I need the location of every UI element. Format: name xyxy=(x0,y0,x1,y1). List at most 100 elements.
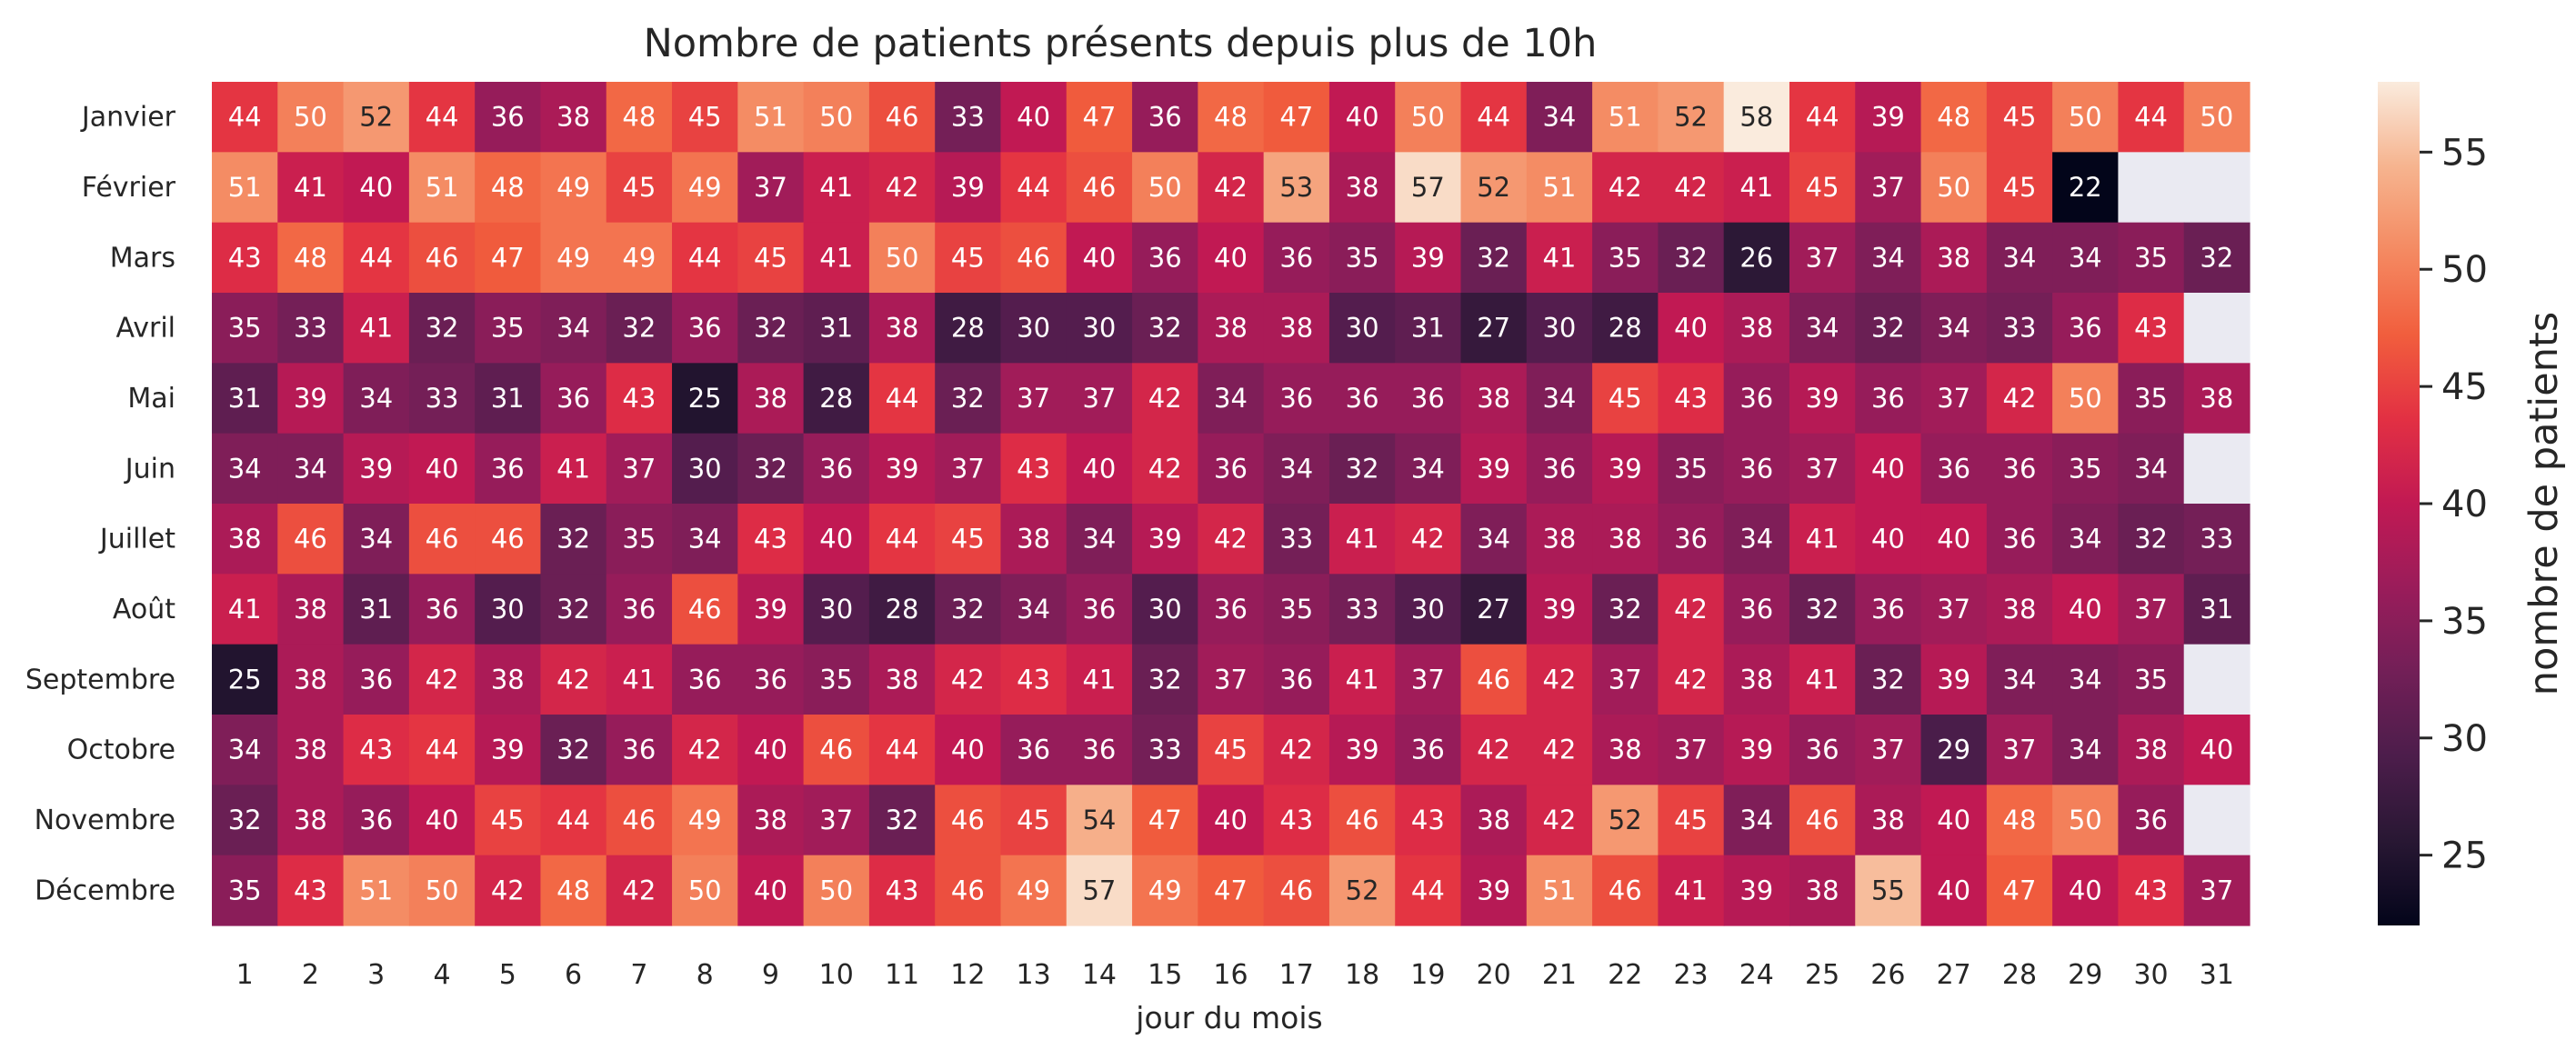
cell-value-label: 42 xyxy=(1214,172,1248,203)
day-label: 12 xyxy=(950,959,985,991)
cell-value-label: 32 xyxy=(1806,594,1839,625)
heatmap-cell xyxy=(868,855,936,926)
cell-value-label: 38 xyxy=(1477,805,1510,835)
cell-value-label: 32 xyxy=(1871,664,1905,695)
heatmap-cell xyxy=(1328,785,1396,856)
cell-value-label: 42 xyxy=(1542,664,1576,695)
cell-value-label: 49 xyxy=(556,172,590,203)
heatmap-cell xyxy=(540,152,607,224)
heatmap-cell xyxy=(1000,574,1067,645)
cell-value-label: 36 xyxy=(1279,242,1313,273)
heatmap-cell xyxy=(1855,82,1922,153)
heatmap-cell xyxy=(1395,715,1462,785)
heatmap-cell xyxy=(737,644,805,715)
heatmap-cell xyxy=(672,293,738,364)
cell-value-label: 42 xyxy=(1674,594,1708,625)
cell-value-label: 40 xyxy=(1214,805,1248,835)
heatmap-cell xyxy=(212,574,278,645)
heatmap-cell xyxy=(803,574,870,645)
month-label: Mai xyxy=(127,383,175,415)
heatmap-cell xyxy=(1723,363,1790,435)
cell-value-label: 36 xyxy=(1279,664,1313,695)
day-label: 6 xyxy=(565,959,582,991)
heatmap-cell xyxy=(1066,293,1133,364)
cell-value-label: 34 xyxy=(1739,524,1773,555)
cell-value-label: 51 xyxy=(1609,102,1642,133)
heatmap-cell xyxy=(1920,644,1988,715)
heatmap-cell xyxy=(1658,82,1725,153)
heatmap-cell xyxy=(1000,644,1067,715)
heatmap-cell xyxy=(672,644,738,715)
cell-value-label: 37 xyxy=(2003,735,2037,765)
cell-value-label: 34 xyxy=(359,383,393,414)
heatmap-cell xyxy=(1592,82,1659,153)
heatmap-cell xyxy=(408,504,476,575)
heatmap-cell xyxy=(1263,785,1330,856)
cell-value-label: 36 xyxy=(754,664,787,695)
cell-value-label: 38 xyxy=(886,664,919,695)
cell-value-label: 37 xyxy=(1806,453,1839,484)
cell-value-label: 46 xyxy=(951,805,985,835)
heatmap-cell xyxy=(1198,785,1265,856)
heatmap-cell xyxy=(1855,855,1922,926)
heatmap-cell xyxy=(2052,82,2120,153)
cell-value-label: 39 xyxy=(1411,242,1445,273)
cell-value-label: 32 xyxy=(2134,524,2168,555)
cell-value-label: 41 xyxy=(294,172,327,203)
cell-value-label: 51 xyxy=(754,102,787,133)
heatmap-cell xyxy=(1592,433,1659,505)
cell-value-label: 32 xyxy=(426,313,459,344)
heatmap-cell xyxy=(1000,363,1067,435)
cell-value-label: 39 xyxy=(1477,875,1510,905)
cell-value-label: 32 xyxy=(1148,313,1182,344)
cell-value-label: 40 xyxy=(1871,524,1905,555)
cell-value-label: 57 xyxy=(1411,172,1445,203)
cell-value-label: 38 xyxy=(1806,875,1839,905)
cell-value-label: 39 xyxy=(754,594,787,625)
heatmap-cell xyxy=(1920,785,1988,856)
heatmap-cell xyxy=(606,574,673,645)
cell-value-label: 46 xyxy=(622,805,656,835)
heatmap-cell xyxy=(868,715,936,785)
cell-value-label: 36 xyxy=(491,453,525,484)
heatmap-cell xyxy=(1198,82,1265,153)
heatmap-cell xyxy=(1395,574,1462,645)
cell-value-label: 35 xyxy=(228,313,262,344)
heatmap-cell xyxy=(1395,504,1462,575)
heatmap-cell xyxy=(2118,855,2185,926)
cell-value-label: 43 xyxy=(1674,383,1708,414)
heatmap-cell xyxy=(1066,855,1133,926)
cell-value-label: 37 xyxy=(622,453,656,484)
cell-value-label: 48 xyxy=(622,102,656,133)
heatmap-cell xyxy=(1658,433,1725,505)
cell-value-label: 30 xyxy=(688,453,722,484)
cell-value-label: 34 xyxy=(1214,383,1248,414)
cell-value-label: 36 xyxy=(1739,594,1773,625)
cell-value-label: 45 xyxy=(951,524,985,555)
heatmap-cell xyxy=(1789,785,1856,856)
heatmap-cell xyxy=(1723,785,1790,856)
heatmap-cell xyxy=(540,715,607,785)
month-label: Mars xyxy=(110,242,175,274)
month-label: Avril xyxy=(115,313,175,345)
cell-value-label: 33 xyxy=(294,313,327,344)
cell-value-label: 40 xyxy=(819,524,853,555)
cell-value-label: 32 xyxy=(754,313,787,344)
cell-value-label: 34 xyxy=(1411,453,1445,484)
heatmap-cell xyxy=(1263,293,1330,364)
heatmap-cell xyxy=(1263,152,1330,224)
heatmap-cell xyxy=(540,363,607,435)
heatmap-cell xyxy=(540,574,607,645)
heatmap-cell xyxy=(212,222,278,294)
cell-value-label: 51 xyxy=(1542,875,1576,905)
month-label: Août xyxy=(113,594,175,625)
heatmap-cell xyxy=(2052,433,2120,505)
heatmap-cell xyxy=(277,504,345,575)
cell-value-label: 41 xyxy=(1346,664,1379,695)
heatmap-cell xyxy=(2118,363,2185,435)
day-label: 16 xyxy=(1213,959,1248,991)
colorbar-tick-label: 40 xyxy=(2441,484,2488,525)
cell-value-label: 30 xyxy=(1542,313,1576,344)
heatmap-cell xyxy=(540,644,607,715)
cell-value-label: 40 xyxy=(1214,242,1248,273)
